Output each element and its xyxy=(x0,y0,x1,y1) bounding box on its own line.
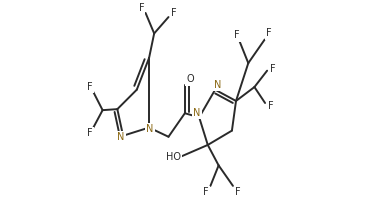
Text: N: N xyxy=(146,124,154,133)
Text: F: F xyxy=(87,82,93,92)
Text: F: F xyxy=(172,8,177,18)
Text: F: F xyxy=(269,101,274,111)
Text: F: F xyxy=(266,28,272,39)
Text: F: F xyxy=(234,30,240,40)
Text: HO: HO xyxy=(166,152,181,162)
Text: F: F xyxy=(139,4,144,13)
Text: F: F xyxy=(270,64,276,74)
Text: F: F xyxy=(87,128,92,138)
Text: N: N xyxy=(214,80,221,90)
Text: N: N xyxy=(193,108,201,118)
Text: F: F xyxy=(235,187,240,197)
Text: F: F xyxy=(203,187,209,197)
Text: N: N xyxy=(117,132,125,142)
Text: O: O xyxy=(186,75,194,84)
